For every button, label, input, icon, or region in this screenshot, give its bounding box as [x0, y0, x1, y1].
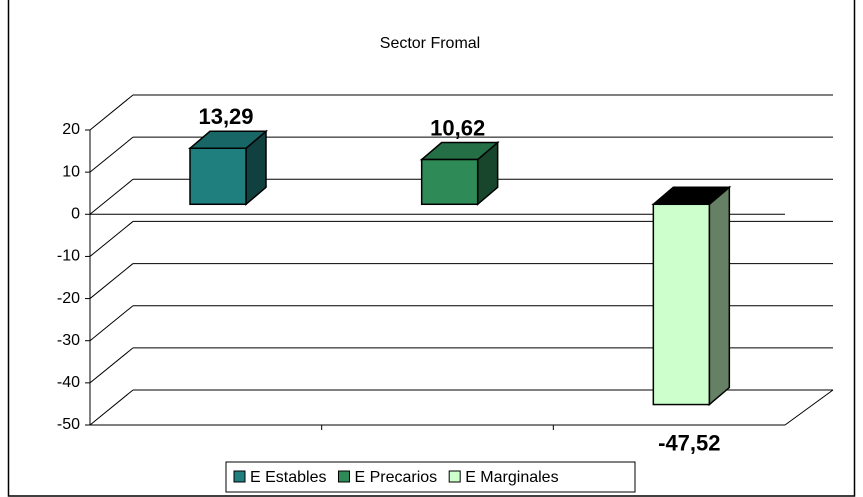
y-tick-label: 10 — [62, 163, 80, 180]
grid-diagonal — [89, 347, 134, 384]
y-tick-label: -50 — [57, 416, 80, 433]
data-label: 13,29 — [198, 104, 253, 129]
grid-diagonal — [89, 389, 134, 426]
y-tick-label: -10 — [57, 248, 80, 265]
floor-edge — [784, 389, 834, 426]
y-tick-label: -40 — [57, 374, 80, 391]
grid-diagonal — [89, 94, 134, 131]
bar — [419, 140, 500, 206]
bar — [187, 129, 269, 206]
grid-diagonal — [89, 178, 134, 215]
grid-diagonal — [89, 263, 134, 299]
y-tick-label: -30 — [57, 332, 80, 349]
legend-swatch — [448, 470, 461, 483]
data-label: -47,52 — [658, 430, 720, 455]
data-label: 10,62 — [430, 115, 485, 140]
bar-front — [652, 203, 711, 406]
legend-label: E Estables — [250, 469, 326, 486]
grid-diagonal — [89, 221, 134, 257]
legend-swatch — [337, 470, 350, 483]
chart-title: Sector Fromal — [380, 35, 480, 52]
legend-box — [225, 461, 636, 493]
grid-diagonal — [89, 136, 134, 173]
legend-swatch — [233, 470, 246, 483]
legend-label: E Precarios — [354, 469, 437, 486]
grid-diagonal — [89, 305, 134, 342]
y-tick-label: -20 — [57, 290, 80, 307]
legend-label: E Marginales — [465, 469, 558, 486]
bar-side — [708, 185, 731, 407]
bar — [651, 185, 732, 407]
legend: E Estables E Precarios E Marginales — [225, 461, 636, 493]
bar-front — [420, 158, 479, 206]
y-tick-label: 20 — [62, 121, 80, 138]
bar-front — [189, 147, 247, 206]
y-tick-label: 0 — [71, 206, 80, 223]
